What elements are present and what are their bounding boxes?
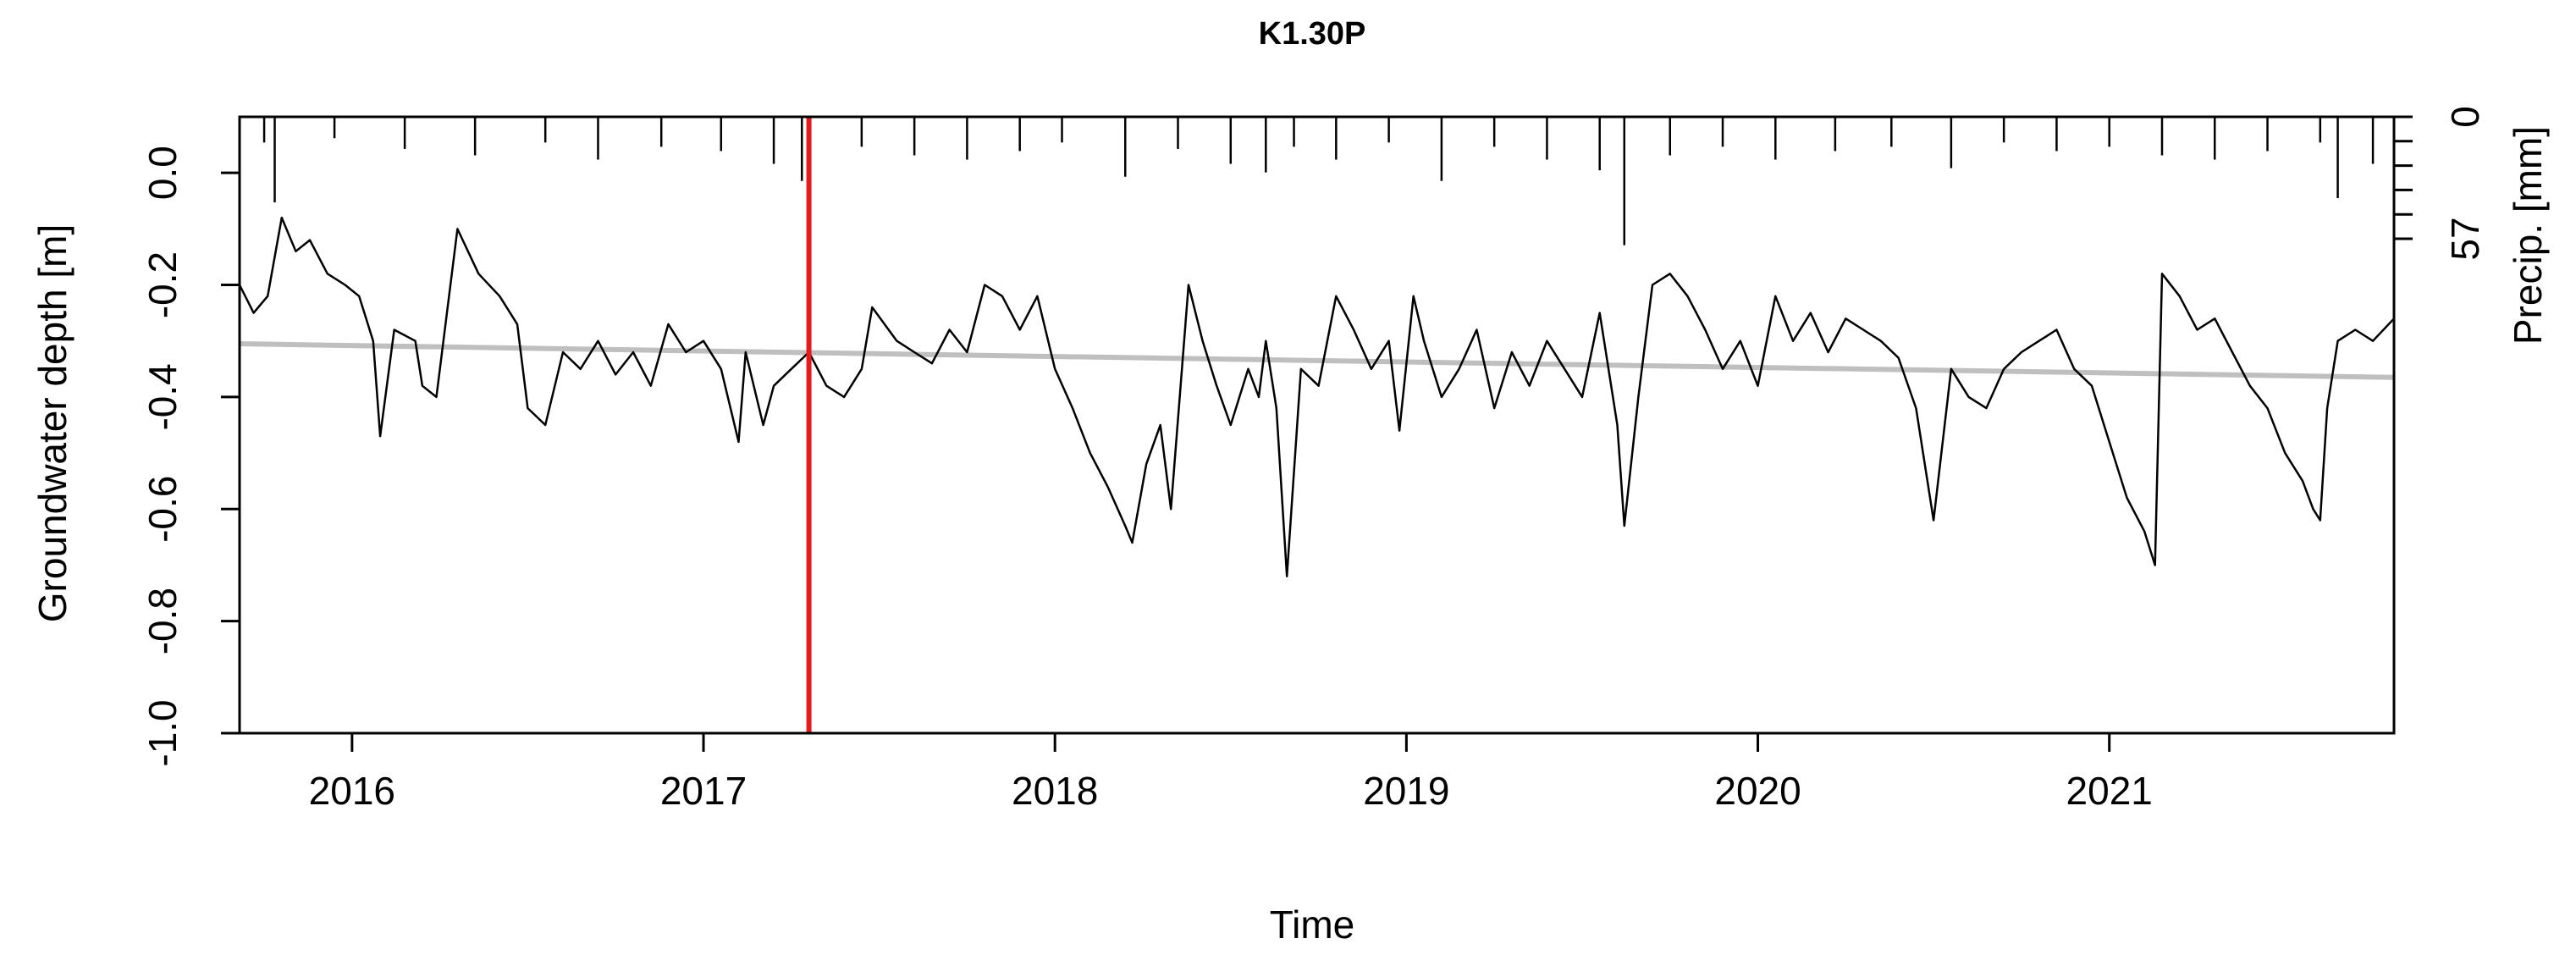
secondary-y-axis-label: Precip. [mm] — [2506, 126, 2550, 345]
y-tick-label: 0.0 — [141, 146, 185, 200]
y-tick-label: -0.2 — [141, 251, 185, 318]
x-tick-label: 2018 — [1012, 769, 1098, 813]
y-tick-label: -0.6 — [141, 476, 185, 543]
y-axis: -1.0 -0.8 -0.6 -0.4 -0.2 0.0 — [141, 146, 240, 767]
x-tick-label: 2020 — [1714, 769, 1801, 813]
y-tick-label: -0.4 — [141, 363, 185, 430]
x-tick-label: 2019 — [1363, 769, 1449, 813]
x-tick-label: 2021 — [2066, 769, 2153, 813]
y2-tick-label: 57 — [2443, 217, 2487, 260]
x-tick-label: 2016 — [309, 769, 395, 813]
y-axis-label: Groundwater depth [m] — [30, 224, 74, 622]
trend-layer — [239, 341, 2395, 380]
y-tick-label: -1.0 — [141, 699, 185, 766]
x-axis: 2016 2017 2018 2019 2020 2021 — [309, 733, 2153, 813]
precipitation-bars — [262, 117, 2375, 246]
groundwater-layer — [238, 216, 2395, 577]
x-tick-label: 2017 — [660, 769, 747, 813]
plot-frame — [238, 115, 2396, 735]
y2-tick-label: 0 — [2443, 106, 2487, 128]
y-tick-label: -0.8 — [141, 588, 185, 654]
x-axis-label: Time — [1270, 903, 1355, 947]
secondary-y-axis: 0 57 — [2392, 106, 2487, 261]
groundwater-line — [238, 216, 2395, 577]
trend-line — [239, 341, 2395, 380]
chart-title: K1.30P — [1259, 16, 1366, 52]
